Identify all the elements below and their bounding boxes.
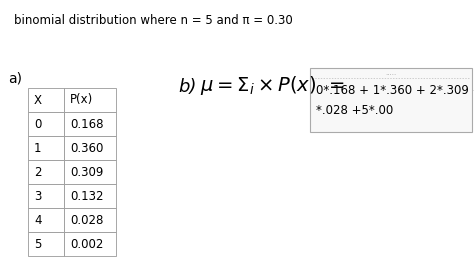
- Text: $\mu = \Sigma_i \times P(x)$  =: $\mu = \Sigma_i \times P(x)$ =: [200, 74, 345, 97]
- Bar: [28, 112, 64, 136]
- Bar: [28, 88, 64, 112]
- Bar: [64, 208, 116, 232]
- Text: 3: 3: [34, 189, 41, 202]
- Text: .....: .....: [385, 70, 397, 76]
- Text: 1: 1: [34, 142, 42, 155]
- Text: X: X: [34, 94, 42, 106]
- Text: *.028 +5*.00: *.028 +5*.00: [316, 104, 393, 117]
- Bar: [28, 232, 64, 256]
- Text: 0.028: 0.028: [70, 214, 103, 227]
- Bar: [64, 160, 116, 184]
- Text: 2: 2: [34, 165, 42, 178]
- Text: b): b): [178, 78, 196, 96]
- Bar: [64, 136, 116, 160]
- Text: 0.132: 0.132: [70, 189, 103, 202]
- Text: 0.168: 0.168: [70, 118, 103, 131]
- Bar: [28, 136, 64, 160]
- Text: 0: 0: [34, 118, 41, 131]
- Text: 0.002: 0.002: [70, 238, 103, 251]
- Text: binomial distribution where n = 5 and π = 0.30: binomial distribution where n = 5 and π …: [14, 14, 293, 27]
- Bar: [28, 160, 64, 184]
- Bar: [28, 208, 64, 232]
- Text: a): a): [8, 72, 22, 86]
- Text: 0*.168 + 1*.360 + 2*.309 +3*.132 -: 0*.168 + 1*.360 + 2*.309 +3*.132 -: [316, 84, 474, 97]
- Bar: [64, 88, 116, 112]
- Text: 0.309: 0.309: [70, 165, 103, 178]
- Bar: [310, 68, 472, 132]
- Text: 0.360: 0.360: [70, 142, 103, 155]
- Bar: [64, 184, 116, 208]
- Text: 5: 5: [34, 238, 41, 251]
- Bar: [28, 184, 64, 208]
- Text: 4: 4: [34, 214, 42, 227]
- Text: P(x): P(x): [70, 94, 93, 106]
- Bar: [64, 112, 116, 136]
- Bar: [64, 232, 116, 256]
